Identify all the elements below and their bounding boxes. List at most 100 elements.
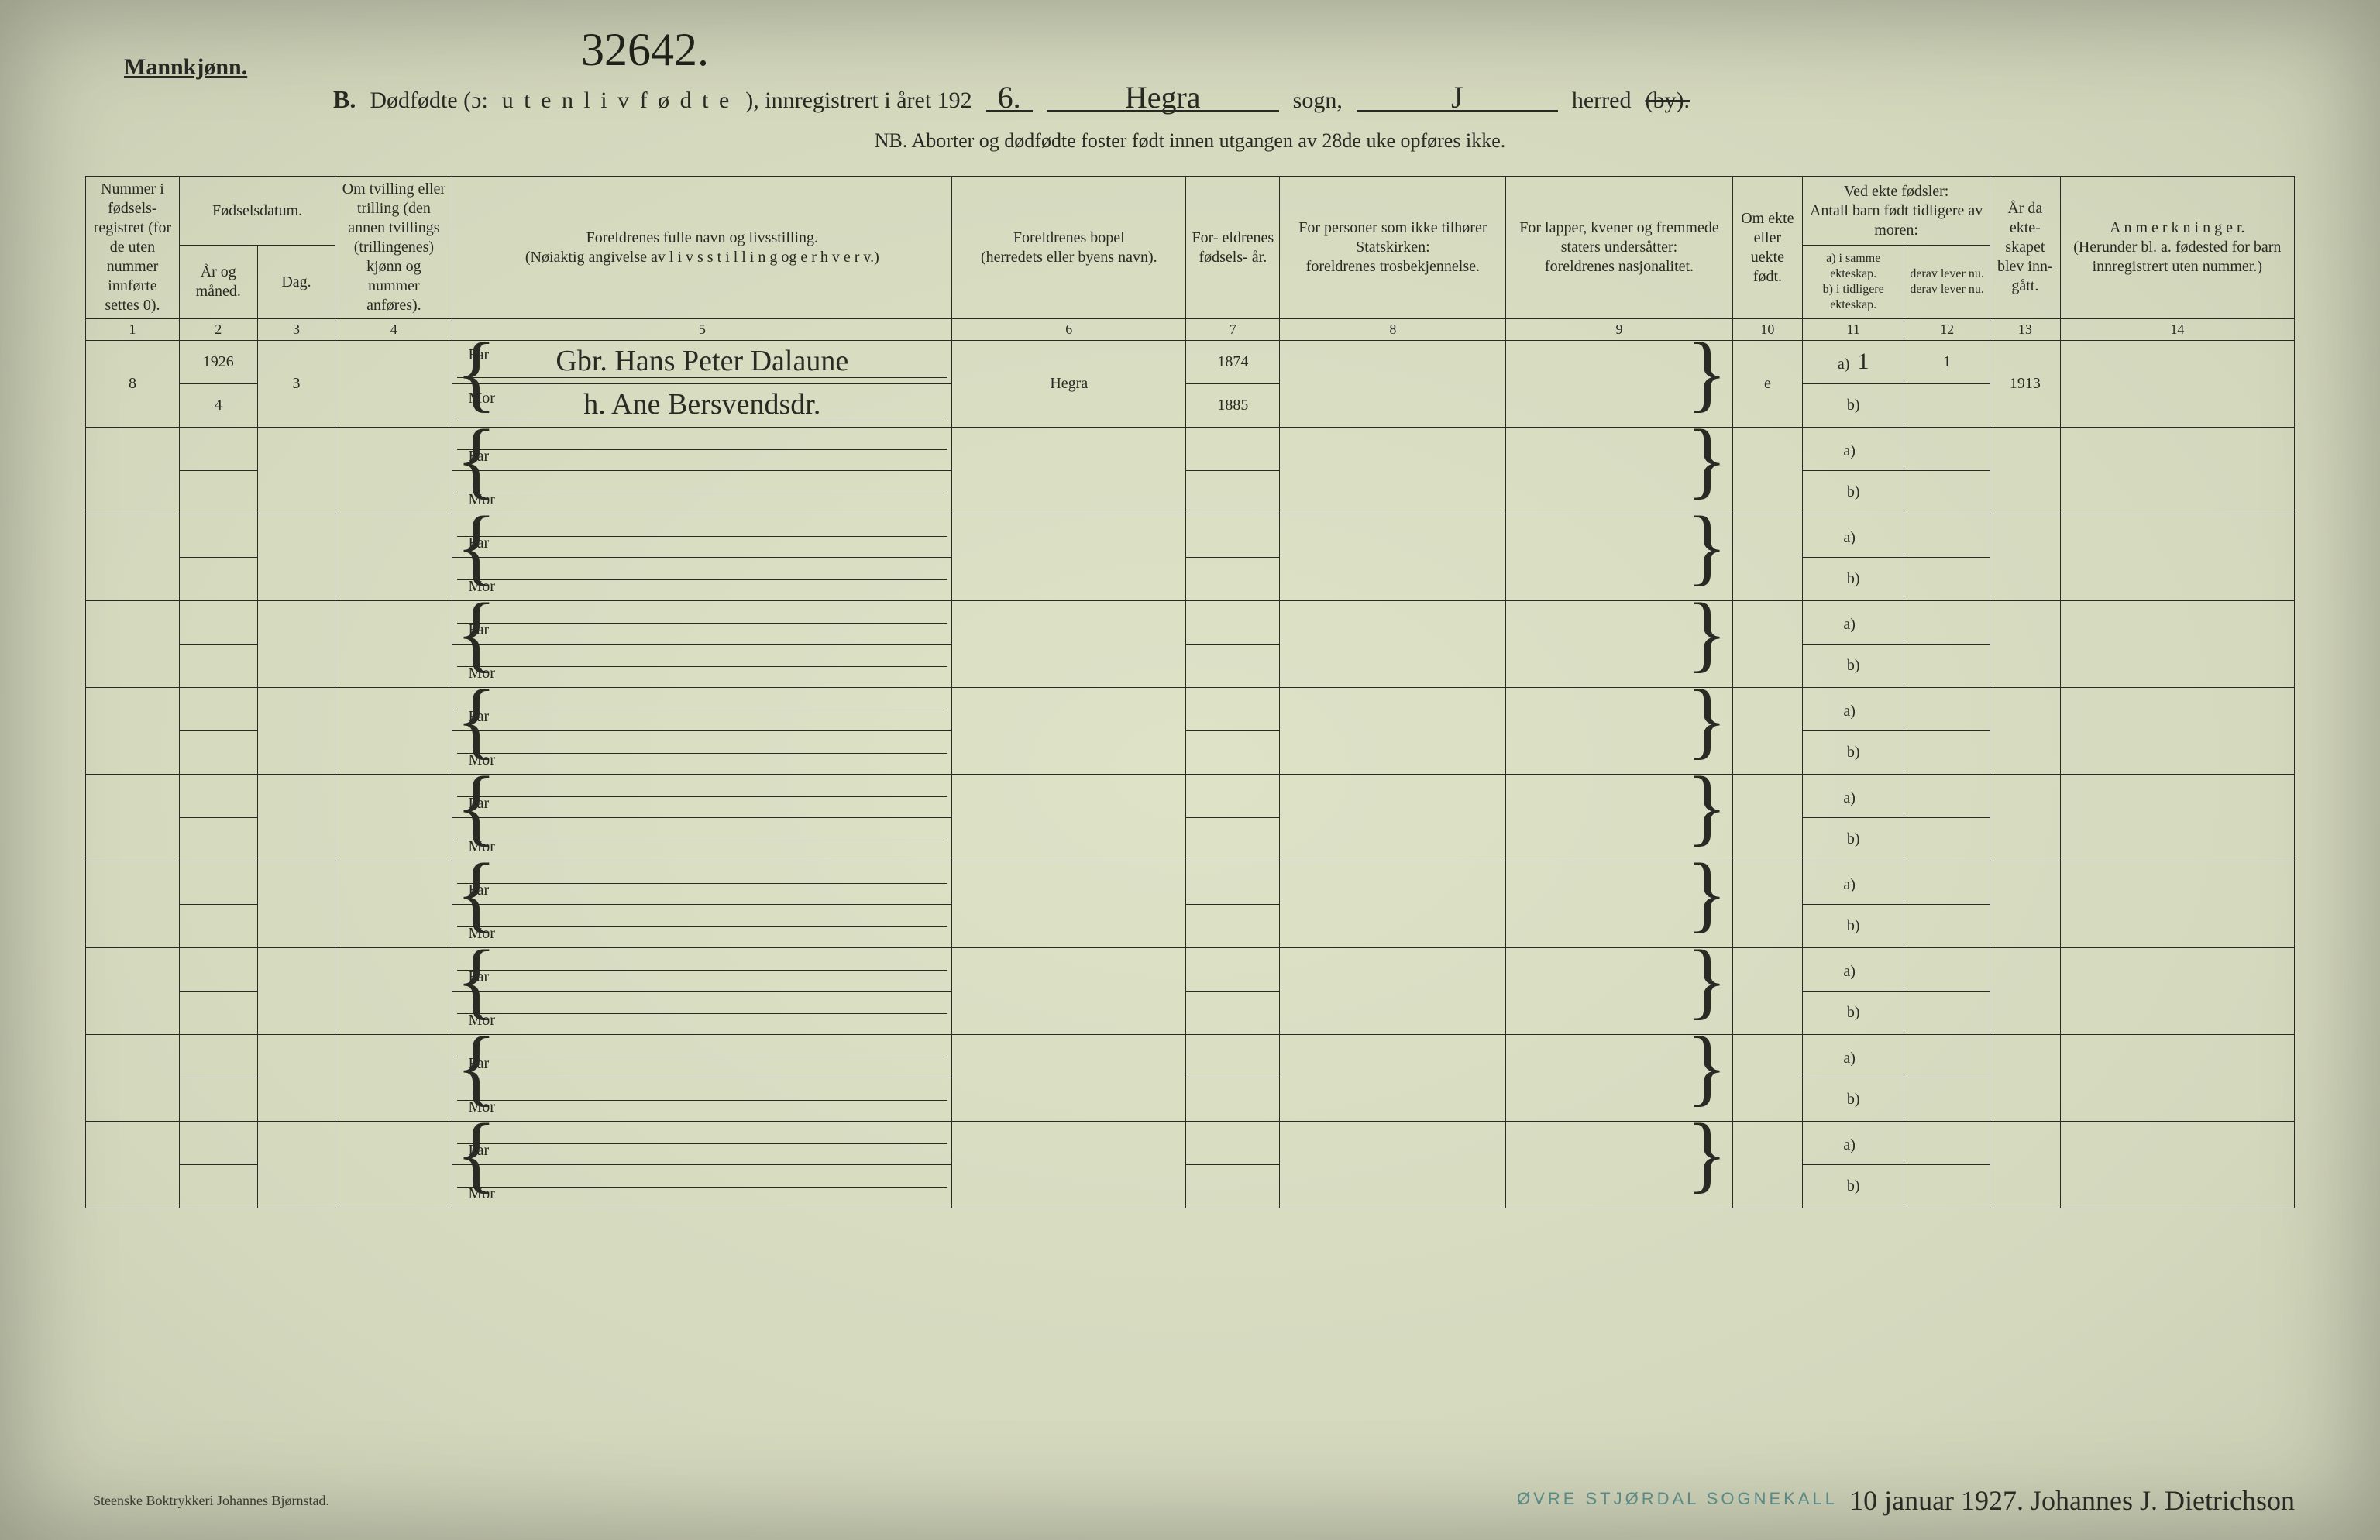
- cell-twin: [335, 687, 452, 774]
- cell-day: [257, 600, 335, 687]
- col-9-header: For lapper, kvener og fremmede staters u…: [1506, 177, 1732, 319]
- cell-religion: [1280, 687, 1506, 774]
- cell-religion: [1280, 947, 1506, 1034]
- cell-12a: [1904, 687, 1990, 730]
- cell-13: [1990, 687, 2061, 774]
- cell-11a: a): [1803, 600, 1904, 644]
- cell-ekte: [1732, 600, 1803, 687]
- table-row: Fara): [86, 947, 2295, 991]
- role-far: Far: [468, 448, 489, 466]
- cell-12b: [1904, 470, 1990, 514]
- cell-ekte: [1732, 1121, 1803, 1208]
- cell-12a: [1904, 947, 1990, 991]
- cell-mother: Mor: [452, 1078, 952, 1121]
- footer-stamp: ØVRE STJØRDAL SOGNEKALL: [1517, 1489, 1838, 1509]
- cell-bopel: [952, 947, 1186, 1034]
- cell-mother: Mor: [452, 557, 952, 600]
- cell-mother: Mor: [452, 904, 952, 947]
- cell-12a: 1: [1904, 340, 1990, 383]
- cell-11a: a) 1: [1803, 340, 1904, 383]
- cell-number: [86, 687, 180, 774]
- cell-religion: [1280, 774, 1506, 861]
- cell-13: [1990, 514, 2061, 600]
- cell-12a: [1904, 427, 1990, 470]
- cell-12a: [1904, 600, 1990, 644]
- cell-notes: [2060, 1121, 2294, 1208]
- cell-11a: a): [1803, 1121, 1904, 1164]
- cell-number: 8: [86, 340, 180, 427]
- cell-12b: [1904, 383, 1990, 427]
- col-11-12-group: Ved ekte fødsler: Antall barn født tidli…: [1803, 177, 1990, 246]
- cell-12a: [1904, 1034, 1990, 1078]
- cell-mother: Mor: [452, 470, 952, 514]
- col-8-header: For personer som ikke tilhører Statskirk…: [1280, 177, 1506, 319]
- cell-12b: [1904, 991, 1990, 1034]
- cell-twin: [335, 427, 452, 514]
- cell-father-birth: [1186, 861, 1280, 904]
- cell-11b: b): [1803, 644, 1904, 687]
- table-row: 819263FarGbr. Hans Peter DalauneHegra187…: [86, 340, 2295, 383]
- cell-13: [1990, 427, 2061, 514]
- cell-ekte: [1732, 427, 1803, 514]
- cell-day: [257, 861, 335, 947]
- colnum-1: 1: [86, 319, 180, 341]
- cell-religion: [1280, 1034, 1506, 1121]
- cell-11a: a): [1803, 861, 1904, 904]
- cell-religion: [1280, 600, 1506, 687]
- table-row: Fara): [86, 687, 2295, 730]
- cell-notes: [2060, 340, 2294, 427]
- table-row: Fara): [86, 1121, 2295, 1164]
- cell-year: [179, 1034, 257, 1078]
- role-mor: Mor: [468, 390, 494, 407]
- cell-month: [179, 644, 257, 687]
- cell-father-birth: [1186, 1121, 1280, 1164]
- cell-11b: b): [1803, 991, 1904, 1034]
- cell-number: [86, 427, 180, 514]
- cell-mother-birth: [1186, 470, 1280, 514]
- col-13-header: År da ekte- skapet blev inn- gått.: [1990, 177, 2061, 319]
- cell-twin: [335, 340, 452, 427]
- colnum-13: 13: [1990, 319, 2061, 341]
- cell-year: 1926: [179, 340, 257, 383]
- cell-month: 4: [179, 383, 257, 427]
- cell-father-birth: [1186, 774, 1280, 817]
- mother-name: [457, 1185, 947, 1188]
- cell-mother-birth: [1186, 557, 1280, 600]
- father-name: [457, 795, 947, 797]
- cell-12b: [1904, 557, 1990, 600]
- cell-11a: a): [1803, 1034, 1904, 1078]
- father-name: [457, 621, 947, 624]
- role-mor: Mor: [468, 1185, 494, 1203]
- col-2-header: År og måned.: [179, 246, 257, 319]
- cell-11b: b): [1803, 1078, 1904, 1121]
- cell-13: 1913: [1990, 340, 2061, 427]
- table-row: Fara): [86, 514, 2295, 557]
- father-name: Gbr. Hans Peter Dalaune: [457, 346, 947, 378]
- cell-ekte: [1732, 861, 1803, 947]
- cell-month: [179, 557, 257, 600]
- father-name: [457, 968, 947, 971]
- cell-year: [179, 600, 257, 644]
- cell-11b: b): [1803, 817, 1904, 861]
- cell-father: Far: [452, 947, 952, 991]
- cell-twin: [335, 1034, 452, 1121]
- cell-father: Far: [452, 427, 952, 470]
- col-2-3-group: Fødselsdatum.: [179, 177, 335, 246]
- cell-month: [179, 904, 257, 947]
- cell-twin: [335, 1121, 452, 1208]
- father-name: [457, 535, 947, 537]
- cell-bopel: [952, 1121, 1186, 1208]
- cell-12a: [1904, 861, 1990, 904]
- cell-12b: [1904, 904, 1990, 947]
- mother-name: [457, 491, 947, 493]
- cell-nationality: [1506, 1121, 1732, 1208]
- role-far: Far: [468, 1055, 489, 1073]
- mother-name: [457, 1012, 947, 1014]
- col-1-header: Nummer i fødsels- registret (for de uten…: [86, 177, 180, 319]
- colnum-6: 6: [952, 319, 1186, 341]
- cell-number: [86, 861, 180, 947]
- cell-mother: Morh. Ane Bersvendsdr.: [452, 383, 952, 427]
- cell-notes: [2060, 600, 2294, 687]
- role-far: Far: [468, 621, 489, 639]
- colnum-11: 11: [1803, 319, 1904, 341]
